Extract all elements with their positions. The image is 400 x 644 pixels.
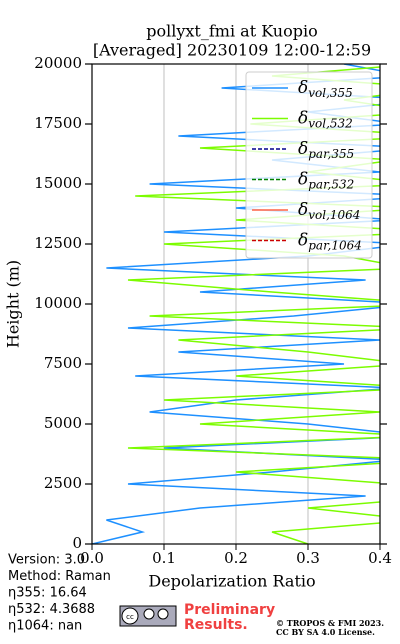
license: © TROPOS & FMI 2023. — [276, 618, 384, 628]
y-tick-label: 2500 — [44, 474, 82, 492]
legend-label: δvol,532 — [298, 108, 353, 130]
x-tick-label: 0.4 — [368, 549, 392, 567]
info-line: Version: 3.0 — [8, 553, 85, 568]
y-tick-label: 15000 — [34, 174, 82, 192]
info-line: η355: 16.64 — [8, 586, 87, 601]
cc-logo: cc — [119, 605, 177, 627]
y-tick-label: 12500 — [34, 234, 82, 252]
x-tick-label: 0.1 — [152, 549, 176, 567]
axes: 0.0 0.1 0.2 0.3 0.4 0 2500 5000 7500 10000 12500 15… — [34, 54, 392, 567]
y-tick-label: 0 — [72, 534, 82, 552]
chart-title: pollyxt_fmi at Kuopio — [146, 22, 317, 41]
notice: Results. — [184, 617, 248, 633]
legend-label: δpar,1064 — [298, 230, 362, 252]
notice: Preliminary — [184, 602, 275, 618]
chart-subtitle: [Averaged] 20230109 12:00-12:59 — [93, 41, 371, 60]
y-tick-label: 7500 — [44, 354, 82, 372]
x-tick-label: 0.3 — [296, 549, 320, 567]
y-axis-label: Height (m) — [4, 260, 23, 348]
x-axis-label: Depolarization Ratio — [148, 572, 315, 591]
x-tick-label: 0.0 — [80, 549, 104, 567]
legend-label: δpar,532 — [298, 169, 354, 191]
y-tick-label: 10000 — [34, 294, 82, 312]
x-tick-label: 0.2 — [224, 549, 248, 567]
info-line: Method: Raman — [8, 569, 111, 584]
y-tick-label: 17500 — [34, 114, 82, 132]
svg-text:cc: cc — [126, 613, 134, 621]
y-tick-label: 5000 — [44, 414, 82, 432]
info-line: η1064: nan — [8, 619, 82, 634]
info-line: η532: 4.3688 — [8, 602, 95, 617]
legend-label: δvol,1064 — [298, 200, 360, 222]
legend-box — [245, 71, 373, 259]
y-tick-label: 20000 — [34, 54, 82, 72]
legend-label: δpar,355 — [298, 139, 354, 161]
legend: δvol,355 δvol,532 δpar,355 δpar,532 δvol,106… — [245, 71, 373, 259]
license: CC BY SA 4.0 License. — [276, 627, 375, 637]
legend-label: δvol,355 — [298, 78, 353, 100]
